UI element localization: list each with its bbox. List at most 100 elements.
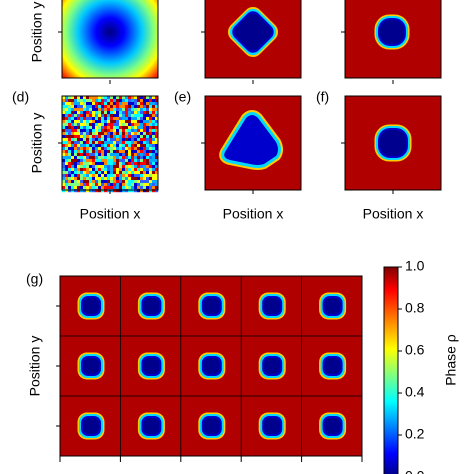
noise-cell <box>143 171 147 175</box>
noise-cell <box>98 162 102 166</box>
noise-cell <box>65 189 69 193</box>
noise-cell <box>95 162 99 166</box>
noise-cell <box>95 105 99 109</box>
noise-cell <box>110 102 114 106</box>
noise-cell <box>83 153 87 157</box>
noise-cell <box>68 153 72 157</box>
noise-cell <box>65 111 69 115</box>
noise-cell <box>140 108 144 112</box>
noise-cell <box>137 153 141 157</box>
noise-cell <box>92 114 96 118</box>
noise-cell <box>68 138 72 142</box>
noise-cell <box>80 138 84 142</box>
noise-cell <box>71 180 75 184</box>
noise-cell <box>155 135 159 139</box>
noise-cell <box>101 123 105 127</box>
noise-cell <box>98 141 102 145</box>
noise-cell <box>74 111 78 115</box>
noise-cell <box>113 102 117 106</box>
noise-cell <box>71 150 75 154</box>
noise-cell <box>131 150 135 154</box>
noise-cell <box>116 189 120 193</box>
noise-cell <box>68 180 72 184</box>
noise-cell <box>155 99 159 103</box>
noise-cell <box>104 129 108 133</box>
noise-cell <box>92 141 96 145</box>
noise-cell <box>104 126 108 130</box>
noise-cell <box>62 186 66 190</box>
noise-cell <box>143 138 147 142</box>
noise-cell <box>101 99 105 103</box>
noise-cell <box>80 171 84 175</box>
noise-cell <box>152 177 156 181</box>
noise-cell <box>101 105 105 109</box>
noise-cell <box>107 126 111 130</box>
noise-cell <box>152 96 156 100</box>
noise-cell <box>134 177 138 181</box>
noise-cell <box>110 132 114 136</box>
noise-cell <box>116 126 120 130</box>
noise-cell <box>80 123 84 127</box>
noise-cell <box>92 99 96 103</box>
noise-cell <box>86 156 90 160</box>
noise-cell <box>77 141 81 145</box>
noise-cell <box>128 183 132 187</box>
noise-cell <box>146 159 150 163</box>
noise-cell <box>149 159 153 163</box>
noise-cell <box>113 183 117 187</box>
noise-cell <box>95 168 99 172</box>
noise-cell <box>71 99 75 103</box>
noise-cell <box>101 126 105 130</box>
noise-cell <box>116 186 120 190</box>
noise-cell <box>149 123 153 127</box>
noise-cell <box>77 117 81 121</box>
noise-cell <box>140 180 144 184</box>
noise-cell <box>98 174 102 178</box>
noise-cell <box>119 105 123 109</box>
noise-cell <box>146 105 150 109</box>
noise-cell <box>71 153 75 157</box>
noise-cell <box>134 153 138 157</box>
noise-cell <box>77 99 81 103</box>
noise-cell <box>149 132 153 136</box>
noise-cell <box>68 165 72 169</box>
noise-cell <box>134 174 138 178</box>
noise-cell <box>119 123 123 127</box>
noise-cell <box>62 117 66 121</box>
domain <box>324 418 341 434</box>
noise-cell <box>65 96 69 100</box>
noise-cell <box>125 105 129 109</box>
noise-cell <box>107 153 111 157</box>
noise-cell <box>155 153 159 157</box>
noise-cell <box>128 156 132 160</box>
noise-cell <box>74 126 78 130</box>
noise-cell <box>77 159 81 163</box>
noise-cell <box>143 141 147 145</box>
noise-cell <box>128 174 132 178</box>
noise-cell <box>92 165 96 169</box>
noise-cell <box>71 135 75 139</box>
noise-cell <box>107 108 111 112</box>
noise-cell <box>83 147 87 151</box>
noise-cell <box>131 102 135 106</box>
noise-cell <box>89 108 93 112</box>
noise-cell <box>92 186 96 190</box>
noise-cell <box>89 180 93 184</box>
noise-cell <box>146 162 150 166</box>
noise-cell <box>104 174 108 178</box>
noise-cell <box>86 123 90 127</box>
noise-cell <box>86 189 90 193</box>
noise-cell <box>101 183 105 187</box>
noise-cell <box>74 96 78 100</box>
noise-cell <box>149 183 153 187</box>
noise-cell <box>110 135 114 139</box>
domain <box>224 115 278 165</box>
noise-cell <box>104 96 108 100</box>
noise-cell <box>89 132 93 136</box>
noise-cell <box>155 141 159 145</box>
noise-cell <box>116 108 120 112</box>
noise-cell <box>107 150 111 154</box>
noise-cell <box>116 174 120 178</box>
noise-cell <box>107 147 111 151</box>
noise-cell <box>77 189 81 193</box>
